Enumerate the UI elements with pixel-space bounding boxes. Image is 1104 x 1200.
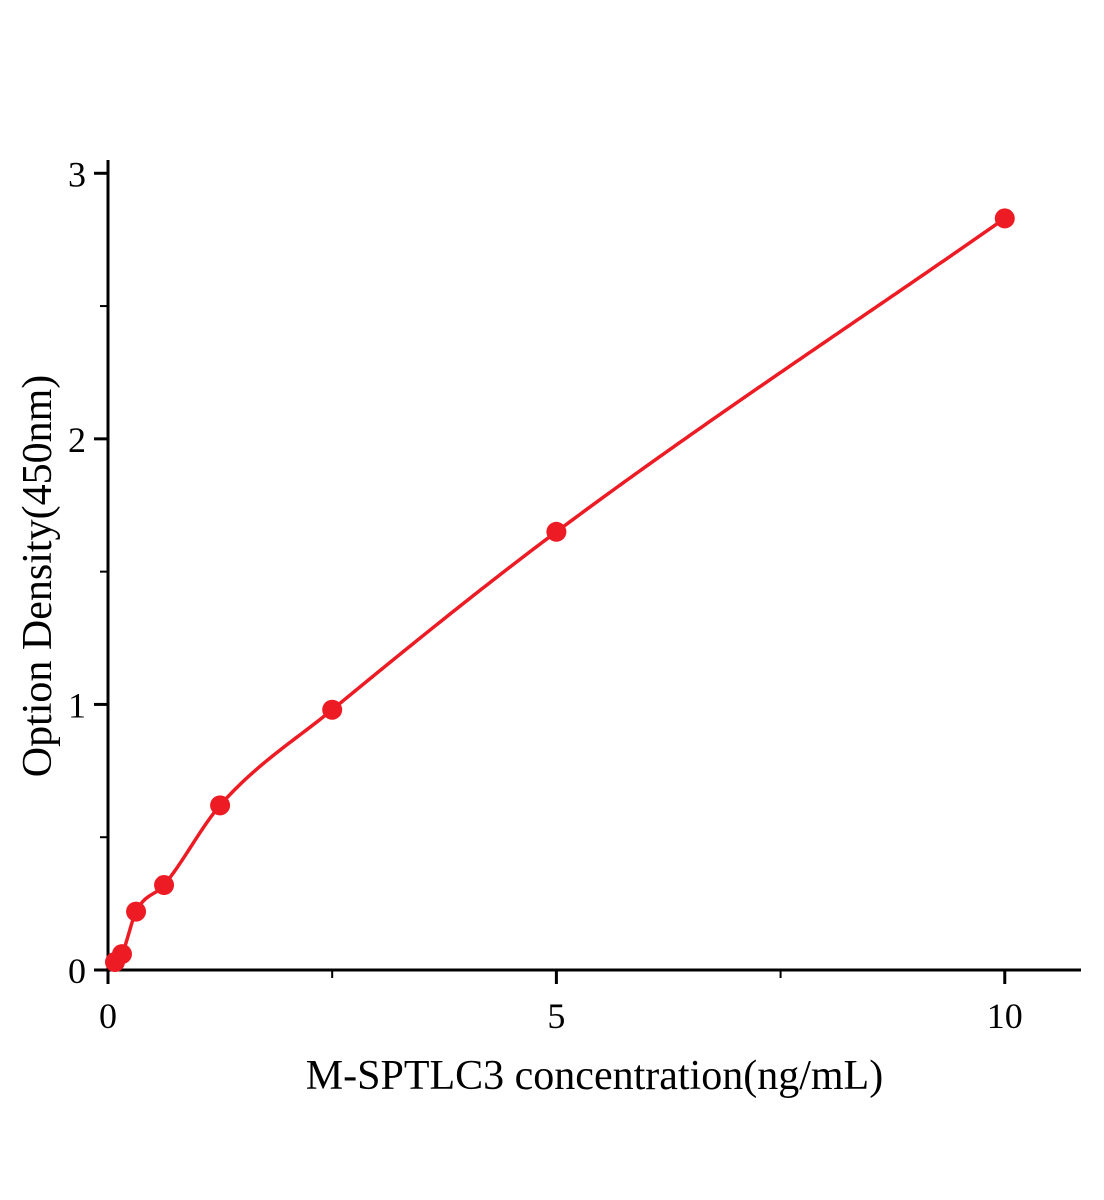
x-tick-label: 0: [99, 996, 117, 1036]
y-tick-label: 0: [68, 951, 86, 991]
x-axis-title: M-SPTLC3 concentration(ng/mL): [305, 1053, 884, 1099]
data-point: [210, 795, 231, 816]
y-tick-label: 2: [68, 420, 86, 460]
y-axis-title: Option Density(450nm): [15, 374, 61, 778]
data-point: [322, 699, 343, 720]
x-tick-label: 10: [987, 996, 1023, 1036]
data-point: [111, 944, 132, 965]
y-tick-label: 3: [68, 154, 86, 194]
data-point: [994, 208, 1015, 229]
standard-curve-line: [113, 216, 1007, 964]
data-point: [154, 875, 175, 896]
data-point: [126, 901, 147, 922]
x-tick-label: 5: [547, 996, 565, 1036]
y-tick-label: 1: [68, 685, 86, 725]
data-point: [546, 521, 567, 542]
